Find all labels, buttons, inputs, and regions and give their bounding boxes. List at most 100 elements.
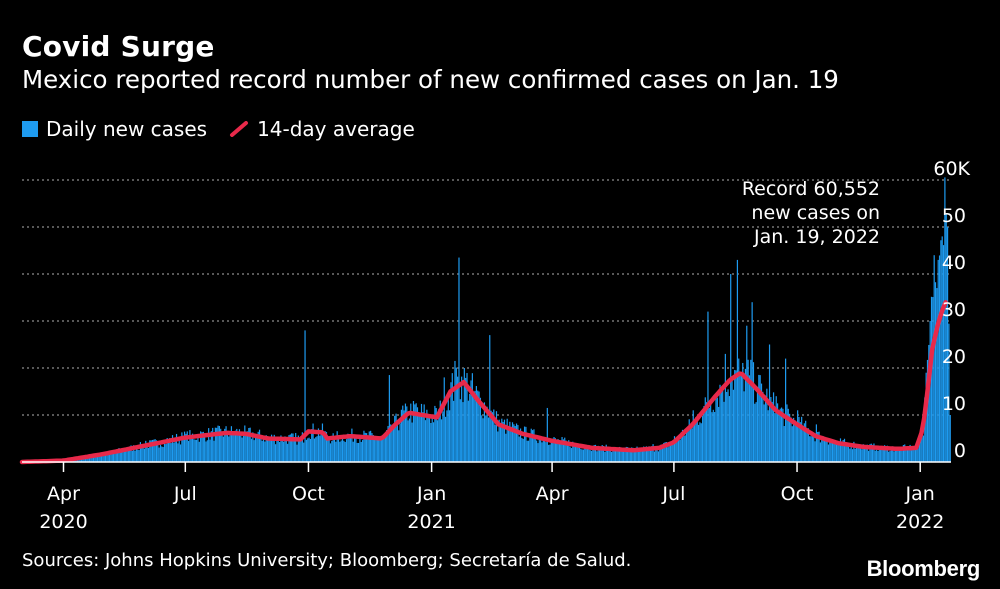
daily-bar	[317, 428, 320, 462]
daily-bar	[790, 417, 792, 462]
daily-bar	[872, 444, 874, 462]
daily-bar	[894, 449, 896, 462]
daily-bar	[643, 446, 645, 462]
daily-bar	[489, 335, 491, 462]
daily-bar	[477, 390, 479, 462]
daily-bar	[179, 444, 182, 462]
daily-bar	[740, 372, 743, 462]
daily-bar	[897, 449, 899, 462]
daily-bar	[99, 455, 101, 462]
daily-bar	[436, 420, 439, 462]
daily-bar	[432, 422, 435, 462]
daily-bar	[537, 443, 539, 462]
daily-bar	[942, 245, 945, 462]
daily-bar	[779, 408, 781, 462]
daily-bar	[234, 430, 237, 462]
daily-bar	[491, 412, 494, 462]
daily-bar	[169, 438, 171, 462]
daily-bar	[659, 446, 661, 462]
daily-bar	[651, 446, 653, 462]
daily-bar	[647, 447, 649, 462]
daily-bar	[416, 407, 419, 462]
daily-bar	[747, 359, 749, 462]
daily-bar	[483, 402, 486, 462]
daily-bar	[581, 449, 583, 462]
daily-bar	[552, 438, 554, 462]
daily-bar	[79, 458, 81, 462]
daily-bar	[238, 429, 241, 462]
legend-item-daily-cases: Daily new cases	[22, 117, 207, 141]
daily-bar	[170, 443, 172, 462]
daily-bar	[881, 449, 883, 462]
daily-bar	[419, 414, 421, 462]
daily-bar	[501, 418, 503, 462]
daily-bar	[142, 444, 144, 462]
daily-bar	[641, 450, 643, 462]
daily-bar	[261, 440, 263, 462]
daily-bar	[96, 455, 99, 462]
daily-bar	[84, 457, 87, 462]
daily-bar	[104, 453, 107, 462]
daily-bar	[929, 321, 931, 462]
daily-bar	[614, 447, 617, 462]
daily-bar	[118, 448, 120, 462]
daily-bar	[465, 377, 467, 462]
x-tick-year-label: 2021	[407, 511, 455, 533]
daily-bar	[246, 431, 249, 462]
daily-bar	[746, 325, 748, 462]
daily-bar	[596, 451, 598, 462]
daily-bar	[822, 436, 824, 462]
daily-bar	[905, 447, 907, 462]
daily-bar	[299, 437, 301, 462]
daily-bar	[279, 442, 281, 462]
daily-bar	[383, 434, 385, 462]
daily-bar	[610, 451, 613, 462]
daily-bar	[461, 376, 463, 462]
daily-bar	[277, 437, 279, 462]
daily-bar	[735, 370, 737, 462]
daily-bar	[307, 438, 309, 462]
daily-bar	[444, 416, 447, 462]
daily-bar	[807, 428, 809, 462]
daily-bar	[934, 282, 937, 462]
daily-bar	[502, 421, 504, 462]
daily-bar	[809, 436, 811, 462]
daily-bar	[281, 440, 283, 462]
daily-bar	[360, 441, 362, 462]
daily-bar	[244, 425, 246, 462]
daily-bar	[297, 435, 299, 462]
daily-bar	[304, 330, 306, 462]
legend-label-daily-cases: Daily new cases	[46, 117, 208, 141]
daily-bar	[82, 457, 84, 462]
daily-bar	[880, 447, 882, 462]
daily-bar	[319, 435, 321, 462]
daily-bar	[706, 402, 708, 462]
daily-bar	[772, 392, 775, 462]
daily-bar	[689, 424, 692, 462]
daily-bar	[805, 420, 807, 462]
daily-bar	[272, 439, 274, 462]
daily-bar	[155, 440, 158, 462]
daily-bar	[829, 441, 831, 462]
daily-bar	[940, 240, 942, 462]
daily-bar	[78, 459, 80, 462]
daily-bar	[146, 444, 148, 462]
x-tick-label: Jan	[416, 483, 446, 505]
daily-bar	[600, 448, 602, 462]
daily-bar	[550, 438, 552, 462]
daily-bar	[518, 436, 520, 462]
daily-bar	[750, 359, 752, 462]
daily-bar	[775, 396, 777, 462]
daily-bar	[163, 440, 166, 462]
daily-bar	[232, 431, 234, 462]
daily-bar	[171, 435, 174, 462]
daily-bar	[404, 403, 407, 462]
daily-bar	[560, 440, 562, 462]
daily-bar	[598, 449, 601, 462]
daily-bar	[222, 436, 224, 462]
daily-bar	[497, 431, 499, 462]
daily-bar	[327, 439, 329, 462]
daily-bar	[588, 445, 590, 462]
daily-bar	[780, 407, 783, 462]
daily-bar	[443, 377, 445, 462]
